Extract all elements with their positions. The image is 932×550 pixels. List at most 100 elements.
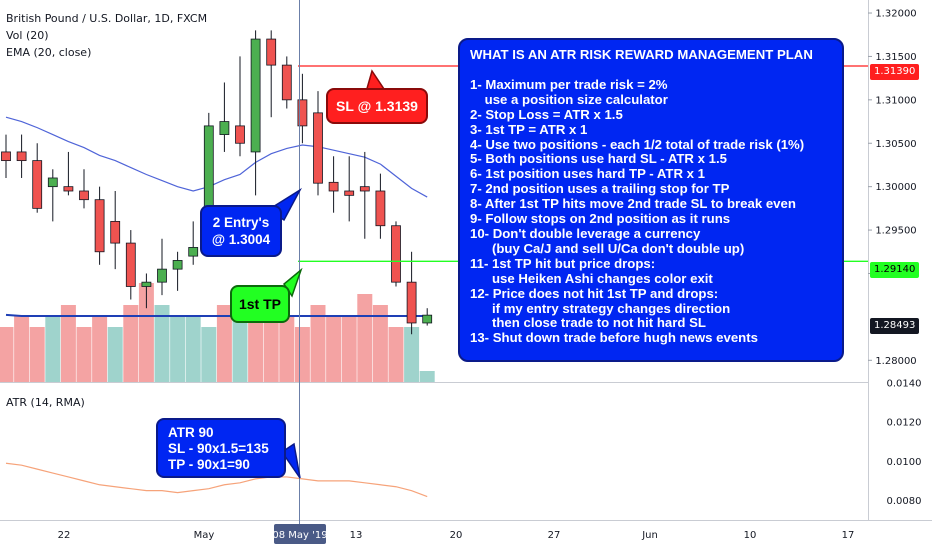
candle: [235, 56, 245, 157]
candle: [266, 30, 277, 118]
candle-body: [219, 121, 230, 135]
candle: [219, 82, 230, 152]
risk-plan-line: (buy Ca/J and sell U/Ca don't double up): [470, 240, 745, 256]
stop-loss-callout[interactable]: SL @ 1.3139: [326, 88, 428, 124]
risk-plan-line: 1- Maximum per trade risk = 2%: [470, 76, 668, 92]
candle-body: [344, 190, 355, 196]
candle: [1, 134, 11, 178]
candle-body: [63, 186, 74, 192]
entry-callout-line2: @ 1.3004: [211, 232, 271, 247]
candle-body: [266, 38, 277, 66]
risk-plan-line: 2- Stop Loss = ATR x 1.5: [470, 106, 623, 122]
volume-bar: [0, 327, 14, 382]
candle-body: [359, 186, 370, 192]
risk-plan-line: 6- 1st position uses hard TP - ATR x 1: [470, 166, 705, 182]
candle-body: [32, 160, 43, 209]
volume-bar: [310, 305, 326, 382]
time-tick-label: 27: [548, 530, 561, 541]
entry-callout-line1: 2 Entry's: [212, 215, 270, 230]
candle: [172, 251, 183, 291]
crosshair-time-label: 08 May '19: [272, 530, 327, 541]
volume-bar: [45, 316, 61, 382]
atr-axis[interactable]: 0.0140 0.0120 0.0100 0.0080: [887, 379, 922, 507]
candle: [328, 156, 339, 213]
volume-bar: [138, 283, 154, 382]
candle: [422, 308, 433, 326]
candle: [406, 251, 417, 335]
candle-body: [235, 125, 245, 144]
atr-tick-label: 0.0080: [887, 496, 922, 507]
risk-plan-line: 3- 1st TP = ATR x 1: [470, 121, 588, 137]
time-tick-label: 10: [744, 530, 757, 541]
price-tick-label: 1.30000: [875, 182, 916, 193]
candle: [125, 230, 136, 300]
volume-bar: [201, 327, 217, 382]
entry-callout[interactable]: 2 Entry's @ 1.3004: [200, 205, 282, 257]
atr-pane[interactable]: [0, 383, 868, 520]
risk-plan-line: 7- 2nd position uses a trailing stop for…: [470, 181, 730, 197]
candle: [313, 91, 323, 196]
candle: [63, 151, 74, 196]
candle: [250, 30, 261, 196]
atr-callout-line2: SL - 90x1.5=135: [168, 441, 269, 456]
risk-plan-line: if my entry strategy changes direction: [470, 300, 731, 316]
volume-bar: [388, 327, 404, 382]
volume-bar: [185, 316, 201, 382]
candle: [47, 169, 58, 222]
risk-plan-line: 4- Use two positions - each 1/2 total of…: [470, 136, 805, 152]
candle: [375, 173, 386, 239]
candle: [79, 169, 89, 209]
risk-plan-lines: 1- Maximum per trade risk = 2% use a pos…: [470, 76, 832, 346]
volume-bar: [419, 371, 435, 382]
volume-bar: [372, 305, 388, 382]
ema-line: [5, 116, 428, 198]
volume-ma-line: [5, 313, 428, 317]
candle-body: [110, 220, 121, 244]
candle-body: [16, 151, 27, 162]
volume-bar: [29, 327, 45, 382]
atr-line: [5, 462, 428, 498]
atr-callout[interactable]: ATR 90 SL - 90x1.5=135 TP - 90x1=90: [156, 418, 286, 478]
volume-bar: [294, 327, 310, 382]
take-profit-callout[interactable]: 1st TP: [230, 285, 290, 323]
volume-bar: [76, 327, 92, 382]
time-axis[interactable]: 22 May 13 20 27 Jun 10 17: [58, 530, 855, 541]
candle-body: [157, 268, 167, 283]
candle-body: [79, 190, 89, 201]
candle-body: [47, 177, 58, 188]
atr-callout-pointer: [280, 442, 301, 479]
candle-body: [406, 281, 417, 324]
risk-plan-line: then close trade to not hit hard SL: [470, 315, 706, 331]
volume-bars: [0, 283, 435, 382]
risk-plan-line: 13- Shut down trade before hugh news eve…: [470, 330, 758, 346]
atr-legend[interactable]: ATR (14, RMA): [6, 396, 85, 409]
risk-plan-box[interactable]: WHAT IS AN ATR RISK REWARD MANAGEMENT PL…: [458, 38, 844, 362]
ema-legend[interactable]: EMA (20, close): [6, 46, 92, 59]
price-axis[interactable]: 1.32000 1.31500 1.31000 1.30500 1.30000 1.295…: [868, 9, 917, 367]
risk-plan-line: 9- Follow stops on 2nd position as it ru…: [470, 211, 731, 227]
volume-bar: [326, 316, 342, 382]
candle-body: [391, 225, 401, 283]
volume-bar: [404, 327, 420, 382]
volume-bar: [232, 316, 248, 382]
candle-body: [1, 151, 11, 162]
volume-bar: [216, 305, 232, 382]
volume-bar: [154, 305, 170, 382]
candle-body: [125, 242, 136, 287]
candle: [344, 156, 355, 222]
candle-body: [297, 99, 308, 127]
atr-callout-line1: ATR 90: [168, 425, 214, 440]
candle: [110, 191, 121, 270]
symbol-legend[interactable]: British Pound / U.S. Dollar, 1D, FXCM: [6, 12, 208, 25]
vol-legend[interactable]: Vol (20): [6, 29, 49, 42]
atr-tick-label: 0.0120: [887, 418, 922, 429]
candle: [94, 186, 105, 265]
candle-body: [281, 64, 292, 101]
candle: [359, 151, 370, 239]
candle-body: [188, 247, 199, 257]
volume-bar: [60, 305, 76, 382]
time-tick-label: 13: [350, 530, 363, 541]
candle-body: [141, 281, 152, 287]
volume-bar: [123, 305, 139, 382]
candle-body: [94, 199, 105, 253]
